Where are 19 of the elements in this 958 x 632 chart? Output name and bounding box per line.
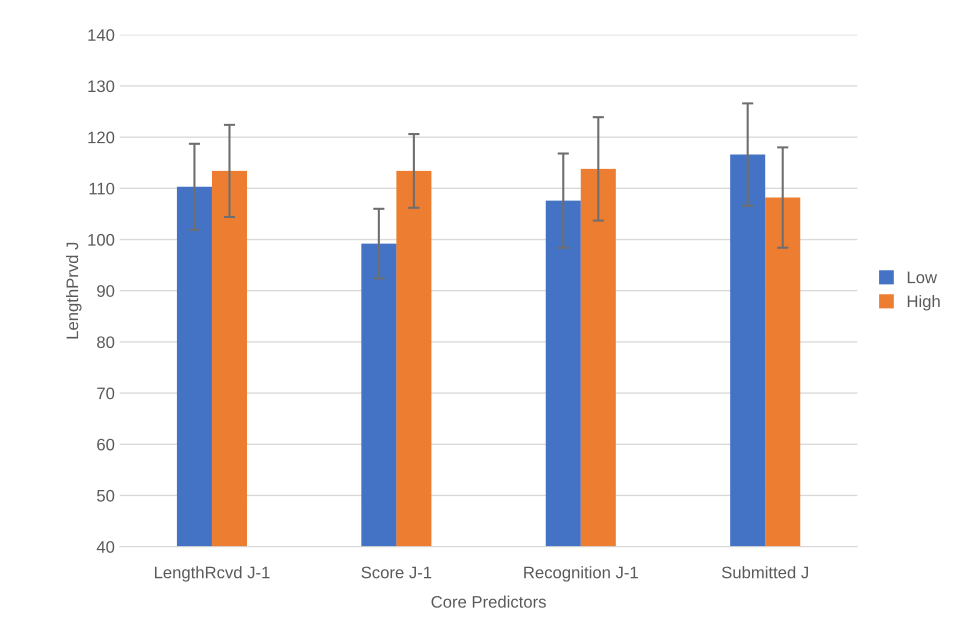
x-axis-title: Core Predictors [432,596,546,608]
y-tick-label: 110 [90,182,114,195]
legend-label: High [908,294,940,311]
y-axis-title: LengthPrvd J [66,242,82,338]
y-tick-label: 130 [88,80,114,92]
x-tick-label: Recognition J-1 [524,566,638,582]
y-tick-label: 100 [88,234,114,246]
x-tick-label: Submitted J [722,566,808,578]
x-tick-label: Score J-1 [361,566,432,578]
y-tick-label: 50 [97,490,114,502]
y-tick-label: 90 [97,285,114,297]
y-tick-label: 40 [96,541,114,553]
y-tick-label: 140 [88,29,114,41]
y-tick-label: 80 [97,336,114,348]
y-tick-label: 60 [97,438,114,450]
legend-label: Low [908,272,938,284]
x-tick-label: LengthRcvd J-1 [154,566,270,582]
y-tick-label: 120 [88,132,114,144]
y-tick-label: 70 [97,388,114,400]
